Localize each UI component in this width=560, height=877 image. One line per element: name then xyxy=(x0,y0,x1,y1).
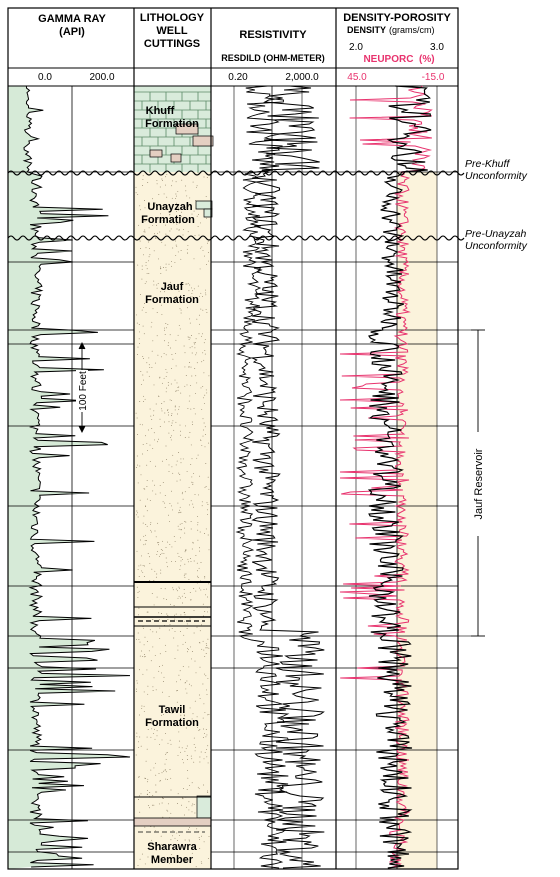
lithology-title: LITHOLOGY xyxy=(140,12,205,24)
formation-labels: Khuff Formation Unayzah Formation Jauf F… xyxy=(141,105,199,866)
khuff-limestone-pattern xyxy=(133,91,211,173)
jauf-reservoir-label: Jauf Reservoir xyxy=(473,448,485,519)
density-porosity-title: DENSITY-POROSITY xyxy=(343,12,451,24)
resistivity-curve-shallow xyxy=(235,85,290,869)
density-curve xyxy=(367,85,432,869)
lithology-subtitle-well: WELL xyxy=(156,25,187,37)
tawil-carbonate-lens xyxy=(196,795,212,819)
pre-khuff-label-2: Unconformity xyxy=(465,170,528,182)
sandstone-lithology-fill xyxy=(134,172,211,869)
pre-unayzah-unconformity-line xyxy=(7,235,465,241)
jauf-reservoir-bracket: Jauf Reservoir xyxy=(471,329,485,637)
formation-boundaries xyxy=(134,581,211,798)
resistivity-scale-max: 2,000.0 xyxy=(285,72,319,83)
tawil-label-2: Formation xyxy=(145,717,199,729)
unayzah-label-1: Unayzah xyxy=(147,201,193,213)
sharawra-label-1: Sharawra xyxy=(147,841,197,853)
pre-khuff-unconformity-line xyxy=(7,170,465,176)
gamma-title: GAMMA RAY xyxy=(38,13,106,25)
tawil-label-1: Tawil xyxy=(159,704,186,716)
anhydrite-lenses xyxy=(149,123,214,163)
neuporc-scale-max: -15.0 xyxy=(422,72,445,83)
density-scale-min: 2.0 xyxy=(349,42,363,53)
resistivity-curve-deep xyxy=(250,85,325,869)
pre-unayzah-label-2: Unconformity xyxy=(465,240,528,252)
density-porosity-crossover-fill xyxy=(397,172,437,869)
lithology-subtitle-cuttings: CUTTINGS xyxy=(144,38,200,50)
gamma-ray-curve xyxy=(22,85,131,868)
gamma-ray-shading xyxy=(8,86,130,869)
pre-unayzah-label-1: Pre-Unayzah xyxy=(465,228,526,240)
gamma-unit: (API) xyxy=(59,26,85,38)
gamma-scale-max: 200.0 xyxy=(89,72,114,83)
unayzah-carbonate-lens xyxy=(195,200,213,218)
header: GAMMA RAY (API) LITHOLOGY WELL CUTTINGS … xyxy=(38,12,451,83)
khuff-label-1: Khuff xyxy=(146,105,175,117)
resistivity-curve-label: RESDILD (OHM-METER) xyxy=(221,53,325,63)
density-label: DENSITY (grams/cm) xyxy=(347,25,435,35)
depth-scale-bar: 100 Feet xyxy=(76,341,89,434)
neuporc-curve xyxy=(339,85,433,869)
density-scale-max: 3.0 xyxy=(430,42,444,53)
track-fills xyxy=(134,86,437,869)
khuff-label-2: Formation xyxy=(145,118,199,130)
density-label-text: DENSITY xyxy=(347,25,386,35)
gamma-scale-min: 0.0 xyxy=(38,72,52,83)
scale-bar-label: 100 Feet xyxy=(78,371,89,411)
right-annotations: Pre-Khuff Unconformity Pre-Unayzah Uncon… xyxy=(465,158,528,252)
density-unit-text: (grams/cm) xyxy=(389,25,435,35)
jauf-label-1: Jauf xyxy=(161,281,184,293)
neuporc-label: NEUPORC (%) xyxy=(363,54,434,65)
unayzah-label-2: Formation xyxy=(141,214,195,226)
jauf-label-2: Formation xyxy=(145,294,199,306)
pre-khuff-label-1: Pre-Khuff xyxy=(465,158,510,170)
resistivity-title: RESISTIVITY xyxy=(239,29,307,41)
neuporc-scale-min: 45.0 xyxy=(347,72,367,83)
resistivity-scale-min: 0.20 xyxy=(228,72,248,83)
sharawra-label-2: Member xyxy=(151,854,194,866)
